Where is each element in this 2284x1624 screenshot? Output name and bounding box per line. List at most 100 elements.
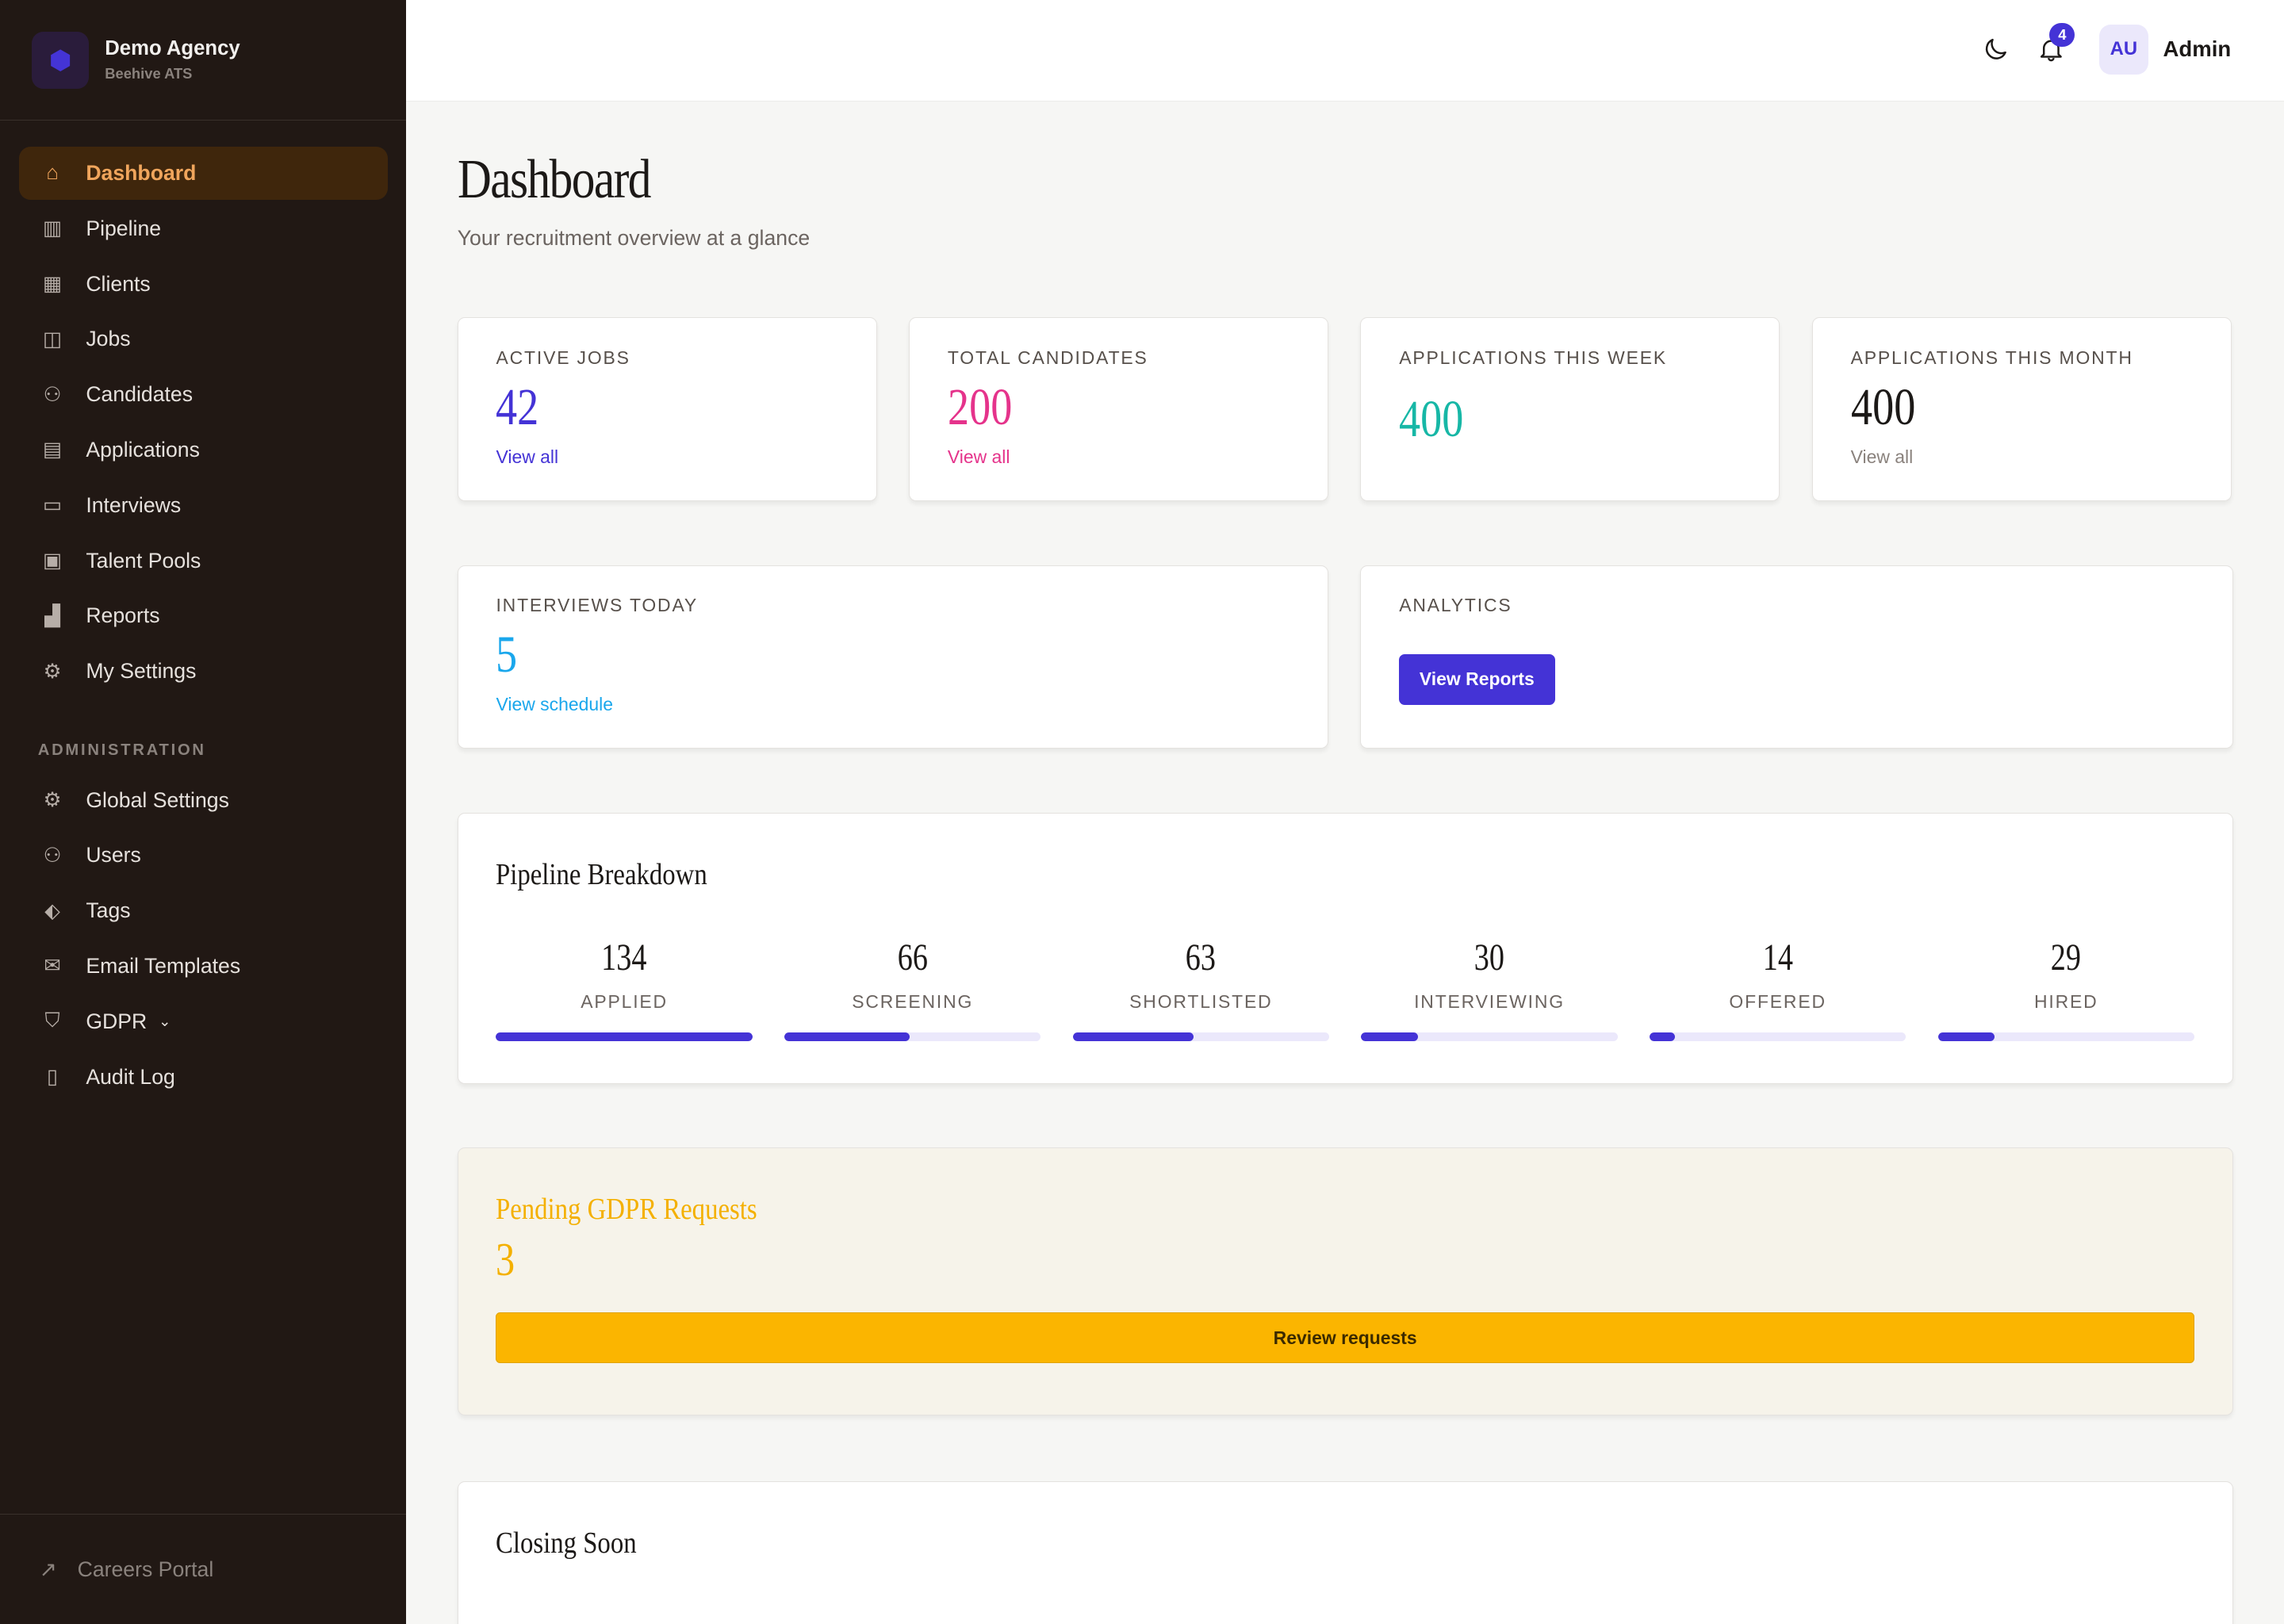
stat-value: 42: [496, 378, 539, 437]
pipeline-stage: 14 OFFERED: [1650, 936, 1907, 1042]
view-all-link[interactable]: View all: [947, 446, 1010, 468]
stage-label: APPLIED: [581, 990, 668, 1012]
archive-icon: ▣: [42, 550, 63, 572]
briefcase-icon: ◫: [42, 327, 63, 350]
sidebar-item-candidates[interactable]: ⚇ Candidates: [19, 369, 388, 421]
stat-label: INTERVIEWS TODAY: [496, 595, 699, 616]
topbar: [406, 0, 2284, 102]
stage-count: 63: [1186, 936, 1217, 979]
sidebar-item-email-templates[interactable]: ✉ Email Templates: [19, 940, 388, 992]
avatar[interactable]: AU: [2098, 25, 2149, 75]
page-subtitle: Your recruitment overview at a glance: [457, 225, 811, 250]
stat-card: APPLICATIONS THIS WEEK 400: [1360, 317, 1780, 501]
stage-progress-fill: [1072, 1032, 1194, 1042]
gear-icon: ⚙: [43, 660, 62, 683]
sidebar-item-label: Talent Pools: [86, 548, 201, 573]
stage-progress-bar: [1937, 1032, 2194, 1042]
sidebar-item-users[interactable]: ⚇ Users: [19, 829, 388, 882]
sidebar-item-my-settings[interactable]: ⚙ My Settings: [19, 645, 388, 698]
view-all-link[interactable]: View all: [496, 446, 559, 468]
gdpr-count: 3: [496, 1233, 515, 1285]
review-requests-button[interactable]: Review requests: [496, 1312, 2194, 1364]
stat-label: ACTIVE JOBS: [496, 347, 630, 369]
sidebar-item-label: Applications: [86, 437, 200, 462]
brand[interactable]: ⬢ Demo Agency Beehive ATS: [0, 0, 407, 121]
stat-value: 200: [947, 378, 1013, 437]
stat-card: ACTIVE JOBS 42 View all: [457, 317, 877, 501]
envelope-icon: ✉: [44, 955, 61, 978]
stat-label: APPLICATIONS THIS WEEK: [1399, 347, 1668, 369]
sidebar: ⬢ Demo Agency Beehive ATS ⌂ Dashboard ▥ Pip…: [0, 0, 407, 1624]
sidebar-item-label: Dashboard: [86, 161, 197, 186]
tag-icon: ⬖: [44, 899, 60, 922]
stage-count: 30: [1473, 936, 1505, 979]
external-link-icon: ↗: [39, 1557, 57, 1581]
sidebar-item-label: Candidates: [86, 382, 194, 407]
pipeline-breakdown-card: Pipeline Breakdown 134 APPLIED 66 SCREEN…: [457, 812, 2233, 1084]
dark-mode-moon-icon[interactable]: [1981, 35, 2010, 64]
analytics-card: ANALYTICS View Reports: [1360, 565, 2233, 749]
stage-label: HIRED: [2034, 990, 2098, 1012]
sidebar-item-label: Audit Log: [86, 1064, 175, 1089]
home-icon: ⌂: [46, 162, 59, 185]
stage-label: OFFERED: [1729, 990, 1826, 1012]
building-icon: ▦: [42, 273, 63, 296]
careers-portal-label: Careers Portal: [77, 1557, 214, 1581]
sidebar-item-tags[interactable]: ⬖ Tags: [19, 885, 388, 937]
stage-label: SHORTLISTED: [1129, 990, 1273, 1012]
sidebar-item-clients[interactable]: ▦ Clients: [19, 258, 388, 310]
pipeline-stage: 134 APPLIED: [496, 936, 753, 1042]
closing-soon-title: Closing Soon: [496, 1526, 638, 1561]
stage-label: SCREENING: [852, 990, 974, 1012]
gdpr-title: Pending GDPR Requests: [496, 1193, 758, 1227]
sidebar-item-label: Interviews: [86, 492, 182, 517]
stage-progress-bar: [1650, 1032, 1907, 1042]
stat-value: 400: [1399, 389, 1464, 448]
sidebar-item-label: Email Templates: [86, 953, 241, 978]
stage-progress-fill: [784, 1032, 910, 1042]
pipeline-title: Pipeline Breakdown: [496, 857, 708, 891]
closing-soon-card: Closing Soon: [457, 1480, 2233, 1624]
view-all-link[interactable]: View all: [1850, 446, 1914, 468]
bar-chart-icon: ▟: [44, 604, 60, 627]
interviews-today-card: INTERVIEWS TODAY 5 View schedule: [457, 565, 1329, 749]
sidebar-item-label: Clients: [86, 271, 151, 296]
users-icon: ⚇: [43, 383, 62, 406]
view-reports-button[interactable]: View Reports: [1399, 654, 1555, 705]
administration-heading: ADMINISTRATION: [37, 741, 206, 759]
sidebar-item-jobs[interactable]: ◫ Jobs: [19, 313, 388, 366]
sidebar-item-interviews[interactable]: ▭ Interviews: [19, 479, 388, 531]
pipeline-stage: 63 SHORTLISTED: [1072, 936, 1329, 1042]
stat-card: APPLICATIONS THIS MONTH 400 View all: [1811, 317, 2232, 501]
brand-subtitle: Beehive ATS: [105, 64, 193, 82]
view-schedule-link[interactable]: View schedule: [496, 694, 613, 715]
sidebar-item-talent-pools[interactable]: ▣ Talent Pools: [19, 534, 388, 587]
sidebar-item-reports[interactable]: ▟ Reports: [19, 590, 388, 642]
sidebar-item-applications[interactable]: ▤ Applications: [19, 423, 388, 476]
stage-progress-fill: [1650, 1032, 1676, 1042]
sidebar-item-label: Users: [86, 843, 141, 868]
sidebar-item-global-settings[interactable]: ⚙ Global Settings: [19, 774, 388, 826]
stat-value: 5: [496, 626, 518, 684]
columns-icon: ▥: [42, 217, 63, 240]
pipeline-stage: 30 INTERVIEWING: [1361, 936, 1618, 1042]
sidebar-item-pipeline[interactable]: ▥ Pipeline: [19, 202, 388, 255]
stat-value: 400: [1850, 378, 1915, 437]
stage-count: 134: [601, 936, 647, 979]
file-icon: ▯: [47, 1066, 59, 1089]
shield-icon: ⛉: [44, 1009, 60, 1032]
sidebar-item-gdpr[interactable]: ⛉ GDPR ⌄: [19, 995, 388, 1048]
stage-count: 66: [897, 936, 928, 979]
sidebar-item-dashboard[interactable]: ⌂ Dashboard: [18, 147, 388, 200]
analytics-label: ANALYTICS: [1399, 595, 1512, 616]
chevron-down-icon[interactable]: ⌄: [158, 1013, 171, 1030]
beehive-logo-icon: ⬢: [32, 31, 90, 89]
sidebar-item-audit-log[interactable]: ▯ Audit Log: [19, 1051, 388, 1103]
gdpr-requests-card: Pending GDPR Requests 3 Review requests: [457, 1147, 2233, 1416]
sidebar-item-label: GDPR: [86, 1009, 148, 1033]
stage-progress-bar: [1072, 1032, 1329, 1042]
careers-portal-link[interactable]: ↗ Careers Portal: [0, 1514, 407, 1624]
calendar-icon: ▭: [42, 494, 63, 517]
users-icon: ⚇: [43, 844, 62, 867]
user-name[interactable]: Admin: [2163, 36, 2232, 61]
